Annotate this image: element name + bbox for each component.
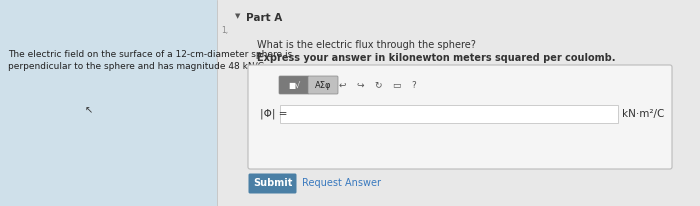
Text: ↩: ↩ [338,81,346,89]
Text: ▼: ▼ [235,13,240,19]
Text: What is the electric flux through the sphere?: What is the electric flux through the sp… [257,40,476,50]
Bar [280,105,618,123]
Text: ?: ? [412,81,416,89]
FancyBboxPatch shape [308,76,338,94]
Text: ▭: ▭ [392,81,400,89]
Bar [217,0,700,206]
Text: ■√: ■√ [288,81,300,89]
FancyBboxPatch shape [248,65,672,169]
Bar [0,0,217,206]
Text: AΣφ: AΣφ [315,81,331,89]
FancyBboxPatch shape [248,173,297,193]
Text: Express your answer in kilonewton meters squared per coulomb.: Express your answer in kilonewton meters… [257,53,615,63]
Text: ↪: ↪ [356,81,364,89]
Text: Submit: Submit [253,179,292,188]
Text: Part A: Part A [246,13,282,23]
Text: ↻: ↻ [374,81,382,89]
Text: |Φ| =: |Φ| = [260,109,288,119]
Text: perpendicular to the sphere and has magnitude 48 kN/C.: perpendicular to the sphere and has magn… [8,62,267,71]
FancyBboxPatch shape [279,76,309,94]
Text: ↖: ↖ [85,105,93,115]
Text: 1,: 1, [221,26,228,35]
Text: The electric field on the surface of a 12-cm-diameter sphere is: The electric field on the surface of a 1… [8,50,293,59]
Text: Request Answer: Request Answer [302,179,381,188]
Text: kN·m²/C: kN·m²/C [622,109,664,119]
